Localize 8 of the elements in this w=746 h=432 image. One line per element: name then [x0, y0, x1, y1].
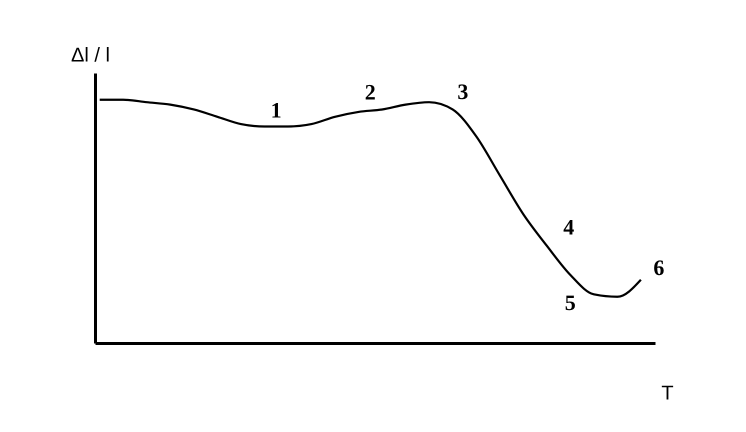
y-axis-title: Δl / l	[71, 44, 110, 66]
annotation: 4	[563, 214, 574, 240]
annotation: 6	[653, 254, 664, 280]
annotation: 5	[564, 290, 576, 315]
annotation: 2	[364, 80, 376, 105]
annotation: 1	[270, 98, 282, 123]
x-axis-title: T	[661, 382, 674, 404]
annotation: 3	[457, 78, 468, 104]
